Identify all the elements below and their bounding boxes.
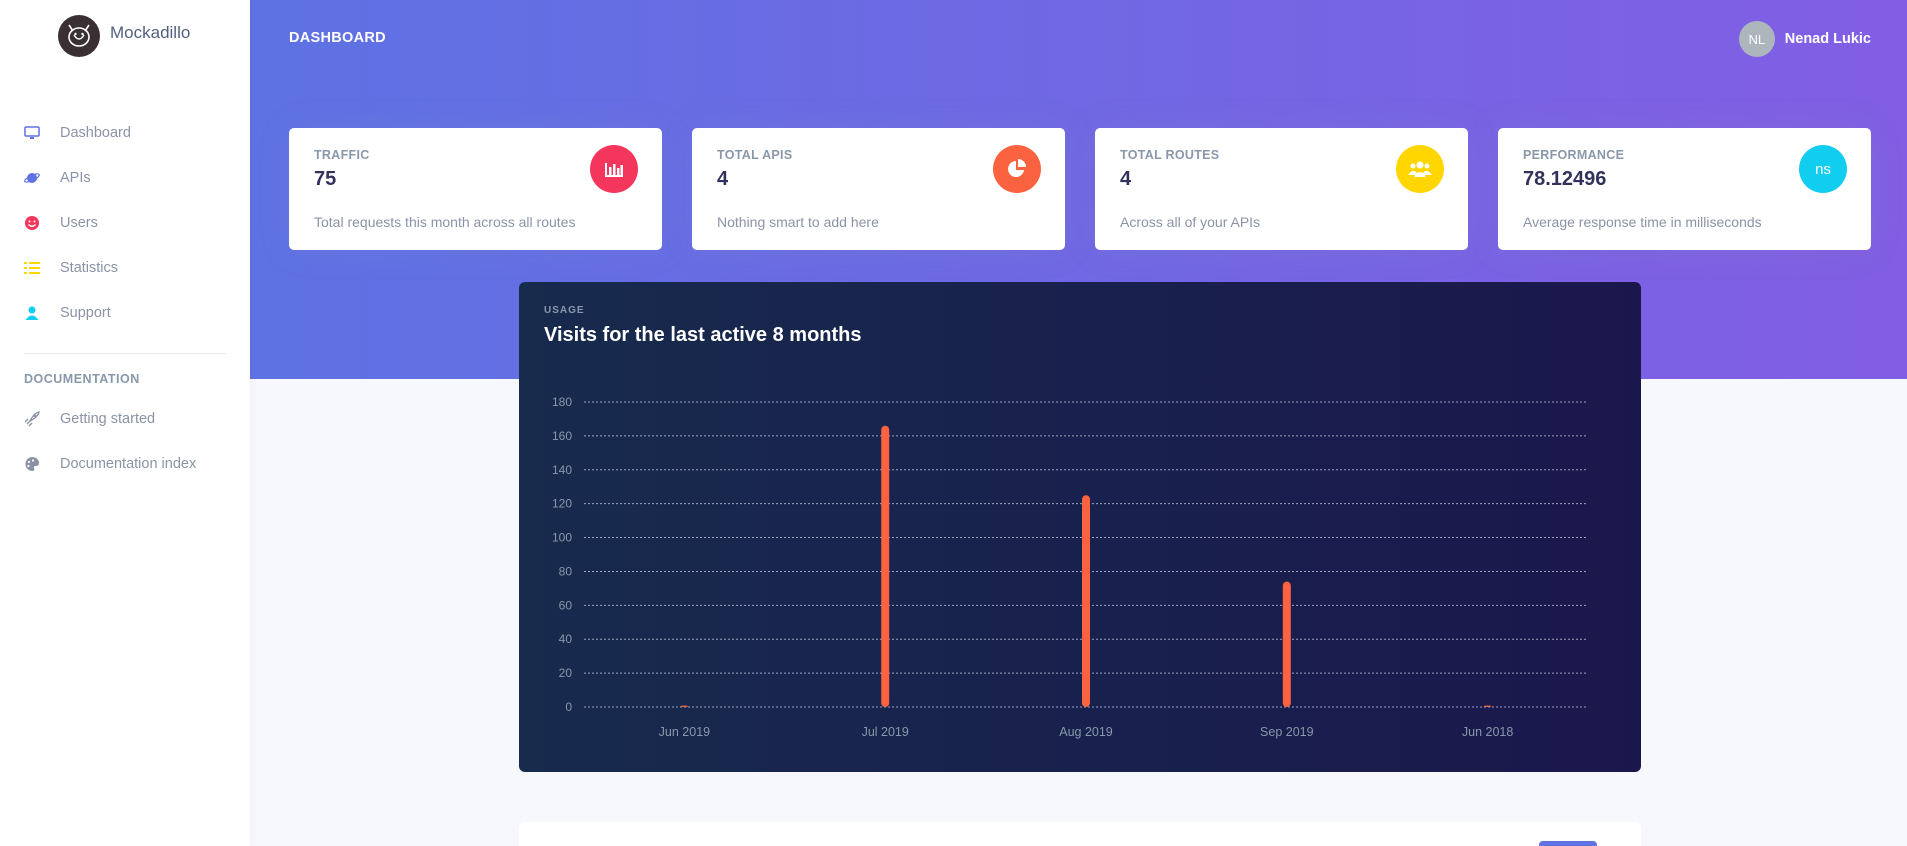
- monitor-icon: [24, 125, 40, 141]
- card-description: Across all of your APIs: [1120, 214, 1261, 230]
- card-title: TRAFFIC: [314, 148, 370, 162]
- smile-icon: [24, 215, 40, 231]
- chart-eyebrow: USAGE: [544, 305, 585, 316]
- page-title: DASHBOARD: [289, 30, 386, 46]
- chart-bar-icon: [590, 145, 638, 193]
- x-tick-label: Sep 2019: [1260, 725, 1314, 739]
- palette-icon: [24, 456, 40, 472]
- list-icon: [24, 260, 40, 276]
- stat-card-performance: PERFORMANCE 78.12496 Average response ti…: [1498, 128, 1871, 250]
- card-description: Nothing smart to add here: [717, 214, 879, 230]
- y-tick-label: 100: [552, 531, 572, 545]
- chart-bar[interactable]: [1483, 705, 1492, 708]
- x-tick-label: Aug 2019: [1059, 725, 1113, 739]
- card-title: TOTAL ROUTES: [1120, 148, 1220, 162]
- user-icon: [24, 305, 40, 321]
- user-name: Nenad Lukic: [1784, 31, 1871, 47]
- sidebar-item-apis[interactable]: APIs: [0, 155, 250, 200]
- chart-title: Visits for the last active 8 months: [544, 324, 862, 346]
- card-value: 4: [717, 168, 729, 190]
- sidebar-item-dashboard[interactable]: Dashboard: [0, 110, 250, 155]
- sidebar-item-getting-started[interactable]: Getting started: [0, 396, 250, 441]
- y-tick-label: 40: [559, 632, 573, 646]
- armadillo-logo-icon: [58, 15, 100, 57]
- section-heading-documentation: DOCUMENTATION: [24, 372, 140, 386]
- x-tick-label: Jul 2019: [862, 725, 909, 739]
- y-tick-label: 20: [559, 666, 573, 680]
- sidebar-item-label: Dashboard: [60, 124, 131, 141]
- chart-bar[interactable]: [680, 705, 689, 708]
- sidebar-item-support[interactable]: Support: [0, 290, 250, 335]
- stat-card-traffic: TRAFFIC 75 Total requests this month acr…: [289, 128, 662, 250]
- card-title: PERFORMANCE: [1523, 148, 1625, 162]
- ns-badge-icon: ns: [1799, 145, 1847, 193]
- user-menu[interactable]: NL Nenad Lukic: [1738, 21, 1871, 57]
- sidebar-item-label: Statistics: [60, 259, 119, 276]
- sidebar-item-label: APIs: [60, 169, 91, 186]
- sidebar: Mockadillo Dashboard APIs Users Statisti…: [0, 0, 250, 846]
- y-tick-label: 60: [559, 598, 573, 612]
- card-description: Average response time in milliseconds: [1523, 214, 1762, 230]
- chart-pie-icon: [993, 145, 1041, 193]
- sidebar-item-label: Users: [60, 214, 98, 231]
- chart-bar[interactable]: [1282, 581, 1291, 707]
- sidebar-divider: [24, 353, 226, 354]
- card-title: TOTAL APIS: [717, 148, 793, 162]
- users-icon: [1396, 145, 1444, 193]
- card-value: 4: [1120, 168, 1132, 190]
- y-tick-label: 140: [552, 463, 572, 477]
- card-description: Total requests this month across all rou…: [314, 214, 576, 230]
- stat-card-total-apis: TOTAL APIS 4 Nothing smart to add here: [692, 128, 1065, 250]
- bottom-card: [519, 822, 1641, 846]
- sidebar-item-label: Documentation index: [60, 455, 197, 472]
- y-tick-label: 160: [552, 429, 572, 443]
- y-tick-label: 120: [552, 497, 572, 511]
- chart-bar[interactable]: [1082, 495, 1090, 707]
- y-tick-label: 80: [559, 564, 573, 578]
- usage-chart: 0 20 40 60 80 100 120 140 160 180 Jun 2019 Jul 2019…: [552, 395, 1588, 739]
- chart-bar[interactable]: [881, 425, 890, 707]
- y-tick-label: 180: [552, 395, 572, 409]
- sidebar-item-users[interactable]: Users: [0, 200, 250, 245]
- see-all-button[interactable]: [1539, 841, 1597, 846]
- y-tick-label: 0: [565, 700, 572, 714]
- usage-chart-panel: USAGE Visits for the last active 8 month…: [519, 282, 1641, 772]
- planet-icon: [24, 170, 40, 186]
- card-value: 78.12496: [1523, 168, 1607, 190]
- spaceship-icon: [24, 410, 40, 427]
- sidebar-item-label: Getting started: [60, 410, 156, 427]
- x-tick-label: Jun 2018: [1462, 725, 1513, 739]
- brand-name: Mockadillo: [110, 23, 191, 42]
- sidebar-item-statistics[interactable]: Statistics: [0, 245, 250, 290]
- sidebar-nav: Dashboard APIs Users Statistics Support: [0, 110, 250, 335]
- x-tick-label: Jun 2019: [659, 725, 710, 739]
- brand[interactable]: Mockadillo: [0, 0, 250, 72]
- sidebar-item-documentation-index[interactable]: Documentation index: [0, 441, 250, 486]
- avatar: NL: [1738, 21, 1775, 57]
- stat-card-total-routes: TOTAL ROUTES 4 Across all of your APIs: [1095, 128, 1468, 250]
- sidebar-item-label: Support: [60, 304, 111, 321]
- card-value: 75: [314, 168, 337, 190]
